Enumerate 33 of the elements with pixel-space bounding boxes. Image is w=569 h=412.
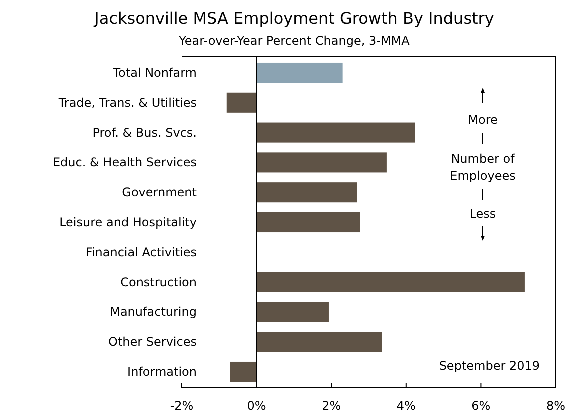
x-tick-label: -2%	[170, 399, 194, 412]
y-tick-label: Leisure and Hospitality	[60, 216, 197, 230]
bar	[256, 302, 329, 322]
bar	[256, 62, 343, 84]
bar	[256, 212, 360, 233]
y-tick-label: Financial Activities	[86, 245, 197, 260]
bar	[256, 332, 382, 352]
annotation: More	[468, 113, 498, 127]
bar	[230, 362, 257, 382]
annotation: Number of Employees	[450, 152, 516, 183]
chart-subtitle: Year-over-Year Percent Change, 3-MMA	[178, 34, 411, 48]
bar	[256, 122, 416, 143]
y-tick-label: Construction	[120, 275, 197, 290]
x-tick-label: 2%	[322, 399, 342, 412]
bar	[256, 272, 525, 292]
y-tick-label: Other Services	[108, 335, 197, 350]
annotation: Less	[470, 207, 496, 221]
chart-title: Jacksonville MSA Employment Growth By Industry	[94, 9, 494, 28]
x-tick-label: 0%	[247, 399, 266, 412]
y-tick-label: Educ. & Health Services	[52, 156, 197, 170]
y-tick-label: Manufacturing	[110, 305, 197, 320]
y-tick-label: Information	[128, 365, 197, 380]
y-tick-label: Government	[122, 186, 198, 200]
y-tick-label: Prof. & Bus. Svcs.	[92, 126, 197, 140]
x-tick-label: 6%	[472, 399, 491, 412]
bar	[256, 152, 387, 173]
x-tick-label: 4%	[396, 399, 416, 412]
x-tick-label: 8%	[546, 399, 566, 412]
y-tick-label: Trade, Trans. & Utilities	[58, 96, 197, 110]
bar	[256, 182, 358, 203]
y-tick-label: Total Nonfarm	[112, 66, 197, 80]
annotation: September 2019	[439, 359, 540, 373]
bar	[226, 92, 257, 113]
